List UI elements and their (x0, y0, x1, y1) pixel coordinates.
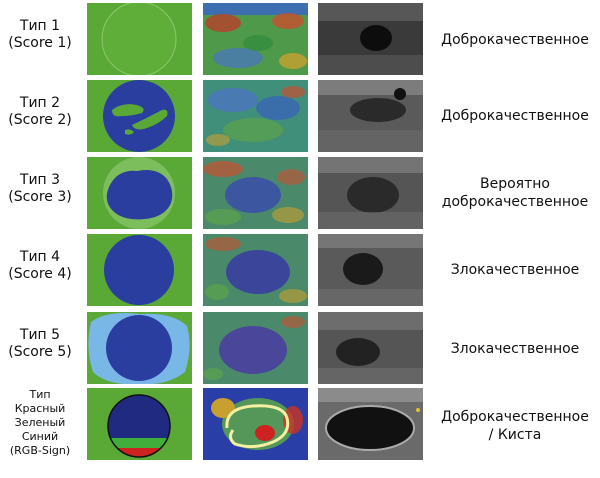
ultrasound-panel (318, 80, 423, 152)
result-text: Доброкачественное (441, 32, 589, 48)
schematic-panel (87, 3, 192, 75)
row-label: Тип 5 (Score 5) (0, 327, 80, 361)
result-text: Вероятно доброкачественное (441, 176, 589, 210)
type-score: (Score 1) (8, 35, 72, 51)
type-blue-label: Синий (21, 430, 59, 443)
type-green-label: Зеленый (14, 416, 66, 429)
result-text: Злокачественное (450, 262, 580, 278)
type-score: (Score 3) (8, 189, 72, 205)
type-title: Тип 1 (19, 18, 61, 34)
row-label: Тип Красный Зеленый Синий (RGB-Sign) (0, 388, 80, 458)
elastography-panel (203, 80, 308, 152)
type-title: Тип 3 (19, 172, 61, 188)
result-text: Доброкачественное / Киста (430, 408, 600, 444)
ultrasound-panel (318, 388, 423, 460)
schematic-panel (87, 80, 192, 152)
type-score: (Score 5) (8, 344, 72, 360)
row-label: Тип 4 (Score 4) (0, 249, 80, 283)
type-title: Тип (29, 388, 51, 401)
type-title: Тип 5 (19, 327, 61, 343)
elastography-panel (203, 3, 308, 75)
schematic-panel (87, 312, 192, 384)
type-score: (Score 4) (8, 266, 72, 282)
elastography-panel (203, 234, 308, 306)
type-score: (Score 2) (8, 112, 72, 128)
ultrasound-panel (318, 312, 423, 384)
type-title: Тип 4 (19, 249, 61, 265)
row-label: Тип 2 (Score 2) (0, 95, 80, 129)
type-red-label: Красный (14, 402, 66, 415)
result-line-1: Доброкачественное (441, 409, 589, 425)
elastography-panel (203, 388, 308, 460)
ultrasound-panel (318, 234, 423, 306)
schematic-panel (87, 234, 192, 306)
ultrasound-panel (318, 157, 423, 229)
elastography-panel (203, 157, 308, 229)
result-text: Доброкачественное (441, 108, 589, 124)
result-line-2: / Киста (488, 427, 542, 443)
result-text: Злокачественное (450, 341, 580, 357)
row-label: Тип 3 (Score 3) (0, 172, 80, 206)
type-title: Тип 2 (19, 95, 61, 111)
schematic-panel (87, 388, 192, 460)
type-rgb-sign: (RGB-Sign) (9, 444, 71, 457)
schematic-panel (87, 157, 192, 229)
row-label: Тип 1 (Score 1) (0, 18, 80, 52)
elastography-panel (203, 312, 308, 384)
ultrasound-panel (318, 3, 423, 75)
